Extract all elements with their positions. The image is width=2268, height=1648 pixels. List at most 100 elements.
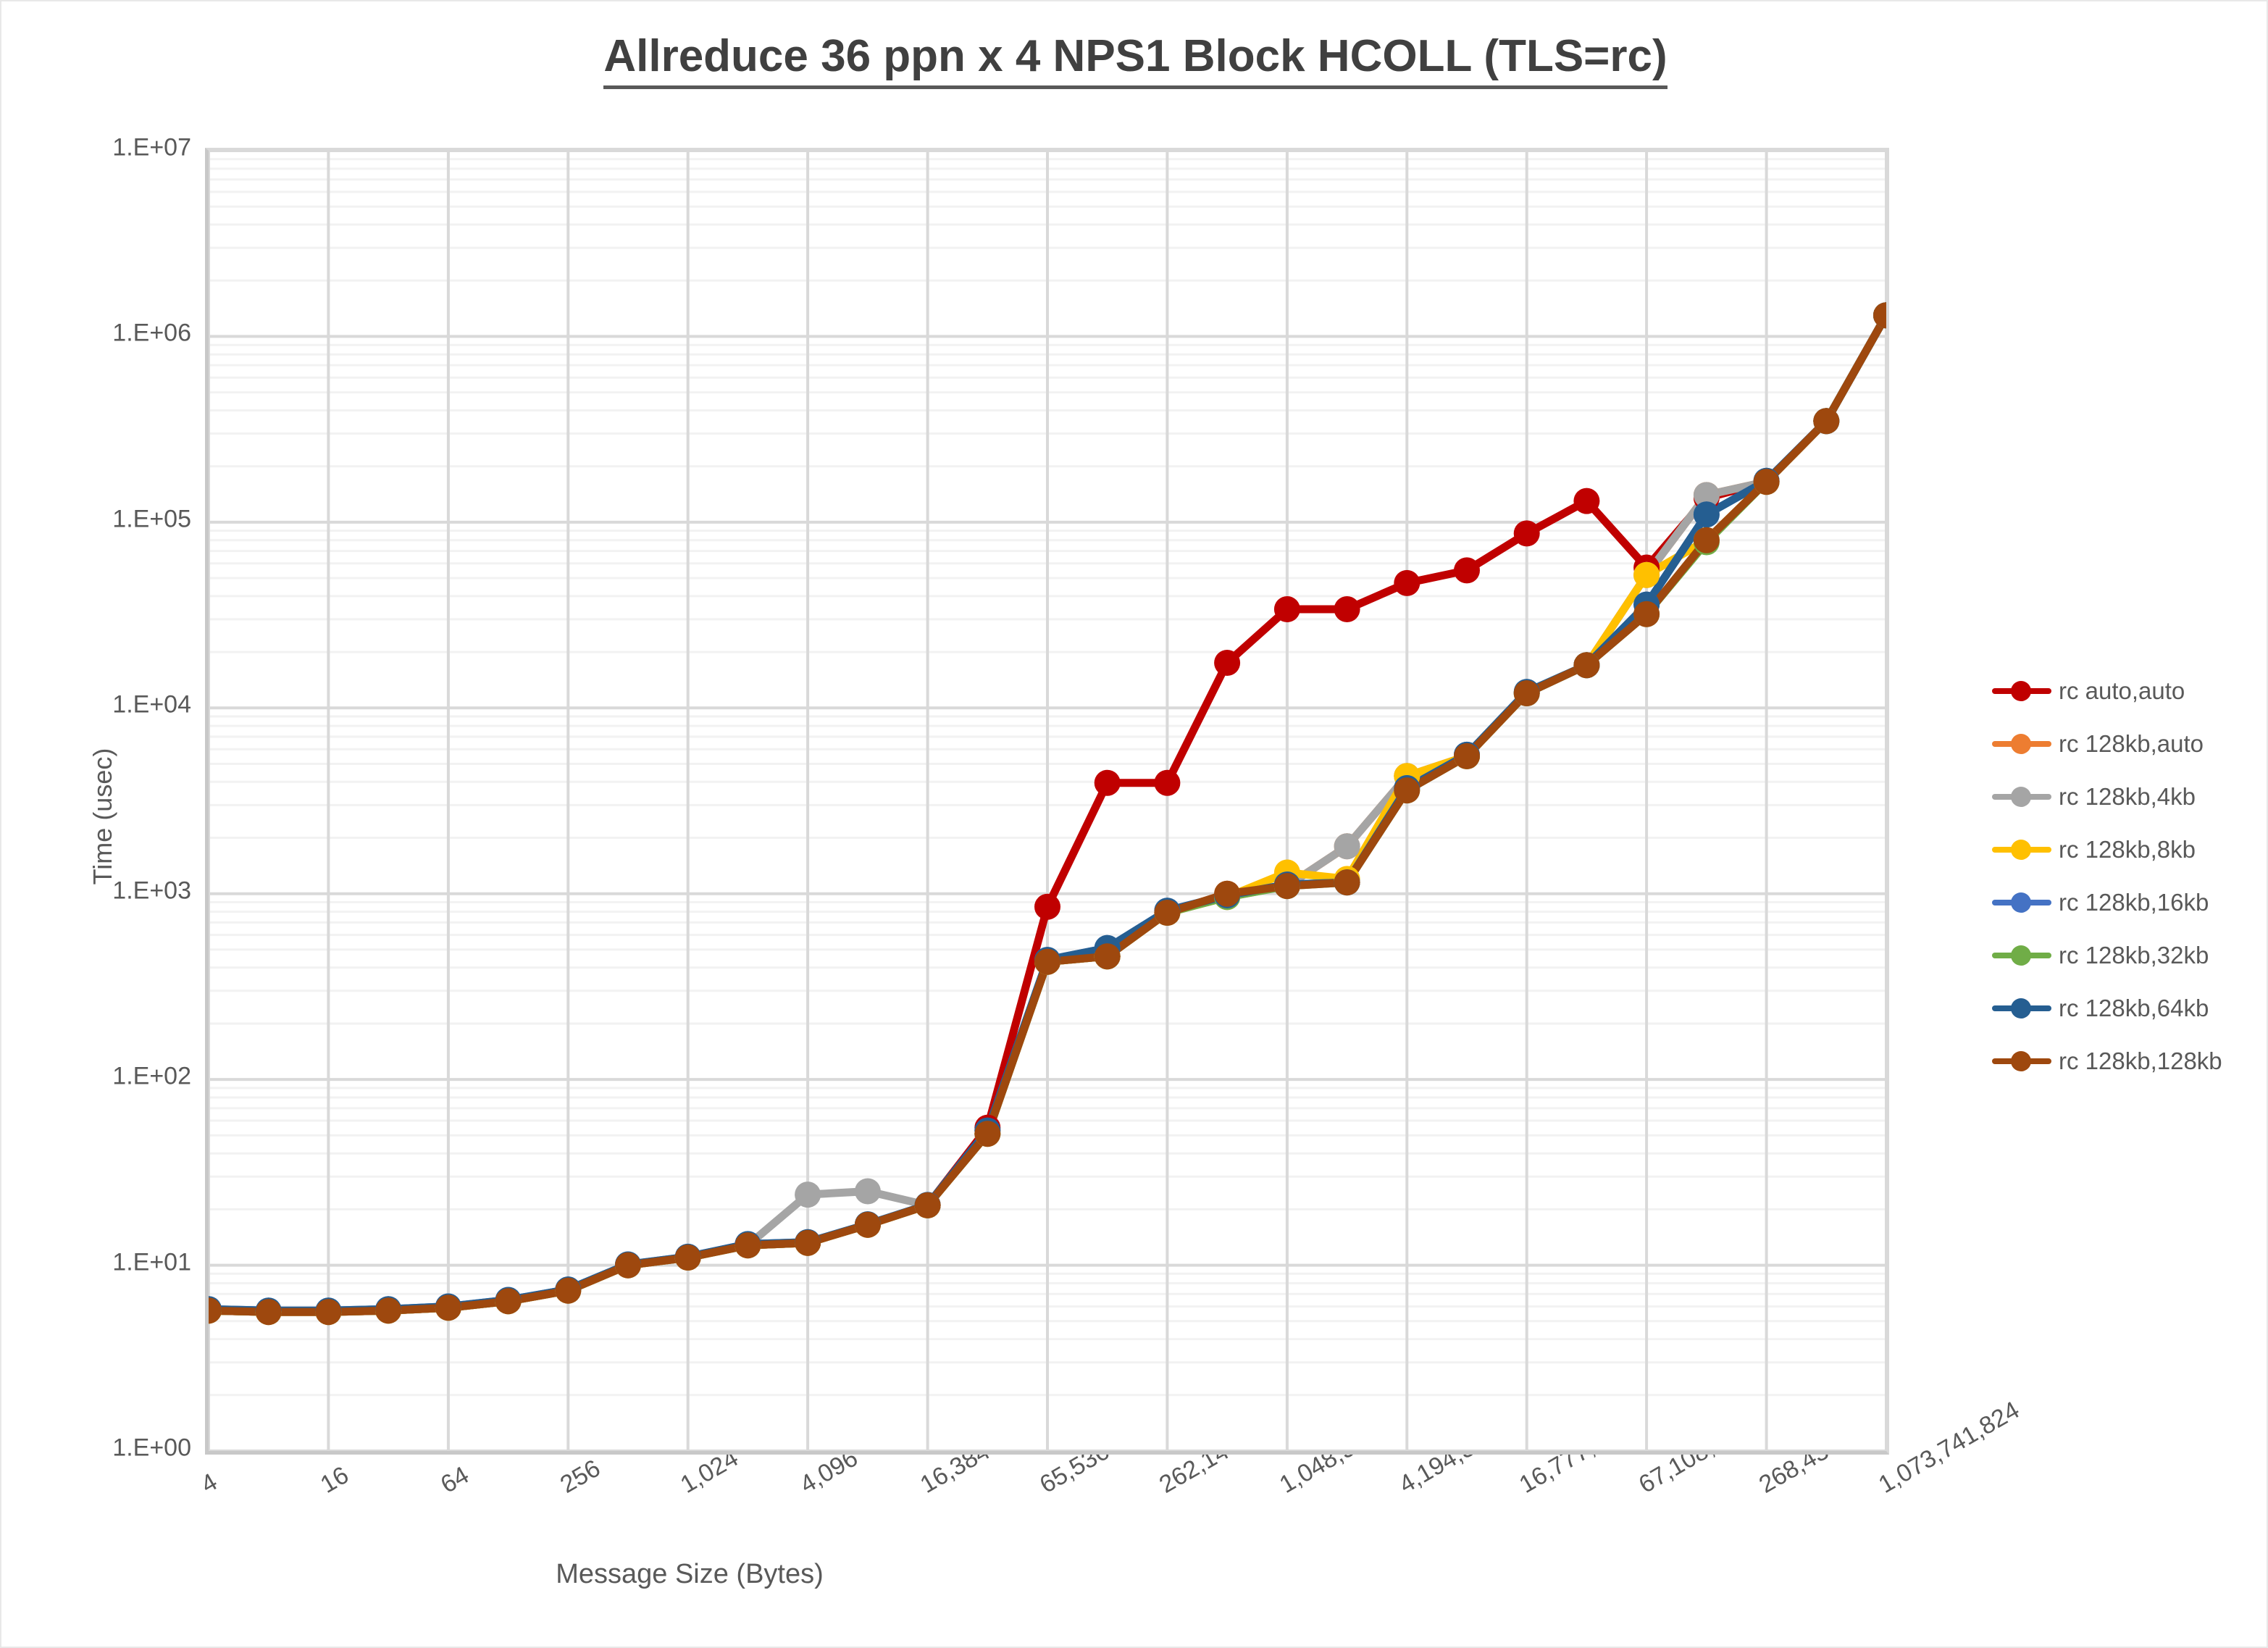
legend-item-rc-128kb-32kb[interactable]: rc 128kb,32kb [1992, 929, 2253, 982]
chart-title-text: Allreduce 36 ppn x 4 NPS1 Block HCOLL (T… [603, 31, 1667, 89]
data-point [555, 1277, 582, 1304]
data-point [1813, 408, 1840, 435]
legend-dot-icon [2011, 892, 2031, 913]
plot-area [205, 148, 1889, 1455]
data-point [1334, 869, 1360, 896]
legend-item-label: rc 128kb,64kb [2059, 994, 2209, 1021]
data-point [375, 1297, 402, 1324]
data-point [1094, 943, 1121, 970]
data-point [1693, 501, 1720, 528]
data-point [209, 1297, 222, 1324]
x-tick-label: 16 [316, 1461, 354, 1499]
data-point [1513, 680, 1540, 706]
legend-item-rc-128kb-128kb[interactable]: rc 128kb,128kb [1992, 1034, 2253, 1087]
legend-item-rc-auto-auto[interactable]: rc auto,auto [1992, 664, 2253, 717]
data-point [1394, 777, 1420, 804]
data-point [795, 1229, 821, 1256]
x-axis-title: Message Size (Bytes) [556, 1559, 824, 1589]
y-tick-label: 1.E+02 [112, 1062, 191, 1090]
legend-marker-icon [1992, 892, 2051, 913]
data-point [1513, 520, 1540, 547]
legend-marker-icon [1992, 839, 2051, 860]
data-point [1154, 900, 1181, 926]
data-point [914, 1192, 941, 1218]
series-line [209, 311, 1886, 1316]
data-point [315, 1299, 342, 1326]
y-tick-label: 1.E+00 [112, 1434, 191, 1462]
series-line [209, 311, 1886, 1315]
y-tick-label: 1.E+07 [112, 133, 191, 162]
data-point [1334, 833, 1360, 860]
legend-item-label: rc 128kb,16kb [2059, 888, 2209, 916]
legend-item-rc-128kb-auto[interactable]: rc 128kb,auto [1992, 717, 2253, 770]
legend-marker-icon [1992, 680, 2051, 701]
data-point [795, 1181, 821, 1208]
legend-item-label: rc 128kb,auto [2059, 729, 2204, 757]
legend-dot-icon [2011, 786, 2031, 807]
data-point [854, 1178, 881, 1205]
data-point [1034, 948, 1060, 975]
y-tick-label: 1.E+05 [112, 505, 191, 533]
data-point [255, 1299, 282, 1326]
data-point [1454, 743, 1480, 769]
data-point [1573, 652, 1600, 679]
data-point [1454, 557, 1480, 584]
legend-item-rc-128kb-4kb[interactable]: rc 128kb,4kb [1992, 770, 2253, 823]
data-point [1273, 873, 1300, 900]
legend-item-label: rc 128kb,4kb [2059, 782, 2196, 810]
data-point [1094, 769, 1121, 796]
legend-marker-icon [1992, 945, 2051, 966]
series-line [209, 311, 1886, 1316]
x-tick-label: 64 [435, 1461, 474, 1499]
data-point [1394, 569, 1420, 596]
data-point [1573, 488, 1600, 514]
data-point [1633, 561, 1660, 588]
legend-dot-icon [2011, 839, 2031, 860]
legend-dot-icon [2011, 733, 2031, 754]
data-point [1214, 650, 1241, 676]
legend-item-label: rc 128kb,32kb [2059, 941, 2209, 969]
legend-marker-icon [1992, 786, 2051, 807]
data-point [1693, 482, 1720, 509]
series-line [209, 311, 1886, 1316]
data-point [1633, 601, 1660, 627]
series-line [209, 311, 1886, 1316]
y-tick-label: 1.E+01 [112, 1248, 191, 1276]
legend-marker-icon [1992, 1050, 2051, 1071]
data-point [1214, 880, 1241, 907]
data-point [1034, 893, 1060, 920]
y-tick-label: 1.E+03 [112, 877, 191, 905]
legend-marker-icon [1992, 997, 2051, 1019]
legend-item-rc-128kb-8kb[interactable]: rc 128kb,8kb [1992, 823, 2253, 876]
chart-title: Allreduce 36 ppn x 4 NPS1 Block HCOLL (T… [1, 30, 2268, 89]
series-line [209, 311, 1886, 1315]
y-tick-label: 1.E+04 [112, 690, 191, 719]
data-point [1273, 596, 1300, 622]
data-point [495, 1288, 522, 1315]
data-point [1154, 769, 1181, 796]
legend-dot-icon [2011, 945, 2031, 966]
data-point [1334, 596, 1360, 622]
legend-dot-icon [2011, 997, 2031, 1019]
data-point [854, 1211, 881, 1238]
x-tick-label: 1,073,741,824 [1874, 1396, 2025, 1499]
legend-marker-icon [1992, 733, 2051, 754]
legend-dot-icon [2011, 1050, 2031, 1071]
data-point [615, 1252, 641, 1279]
legend-item-rc-128kb-64kb[interactable]: rc 128kb,64kb [1992, 982, 2253, 1034]
data-point [435, 1294, 461, 1321]
legend-dot-icon [2011, 680, 2031, 701]
data-point [674, 1245, 701, 1271]
legend-item-label: rc 128kb,8kb [2059, 835, 2196, 863]
series-line [209, 311, 1886, 1316]
data-point [974, 1121, 1001, 1147]
data-point [1753, 469, 1780, 495]
gridlines [209, 151, 1886, 1451]
y-tick-label: 1.E+06 [112, 319, 191, 347]
data-point [735, 1232, 761, 1259]
legend-item-rc-128kb-16kb[interactable]: rc 128kb,16kb [1992, 876, 2253, 929]
legend-item-label: rc auto,auto [2059, 677, 2185, 704]
data-series-layer [209, 302, 1886, 1326]
data-point [1873, 302, 1886, 329]
